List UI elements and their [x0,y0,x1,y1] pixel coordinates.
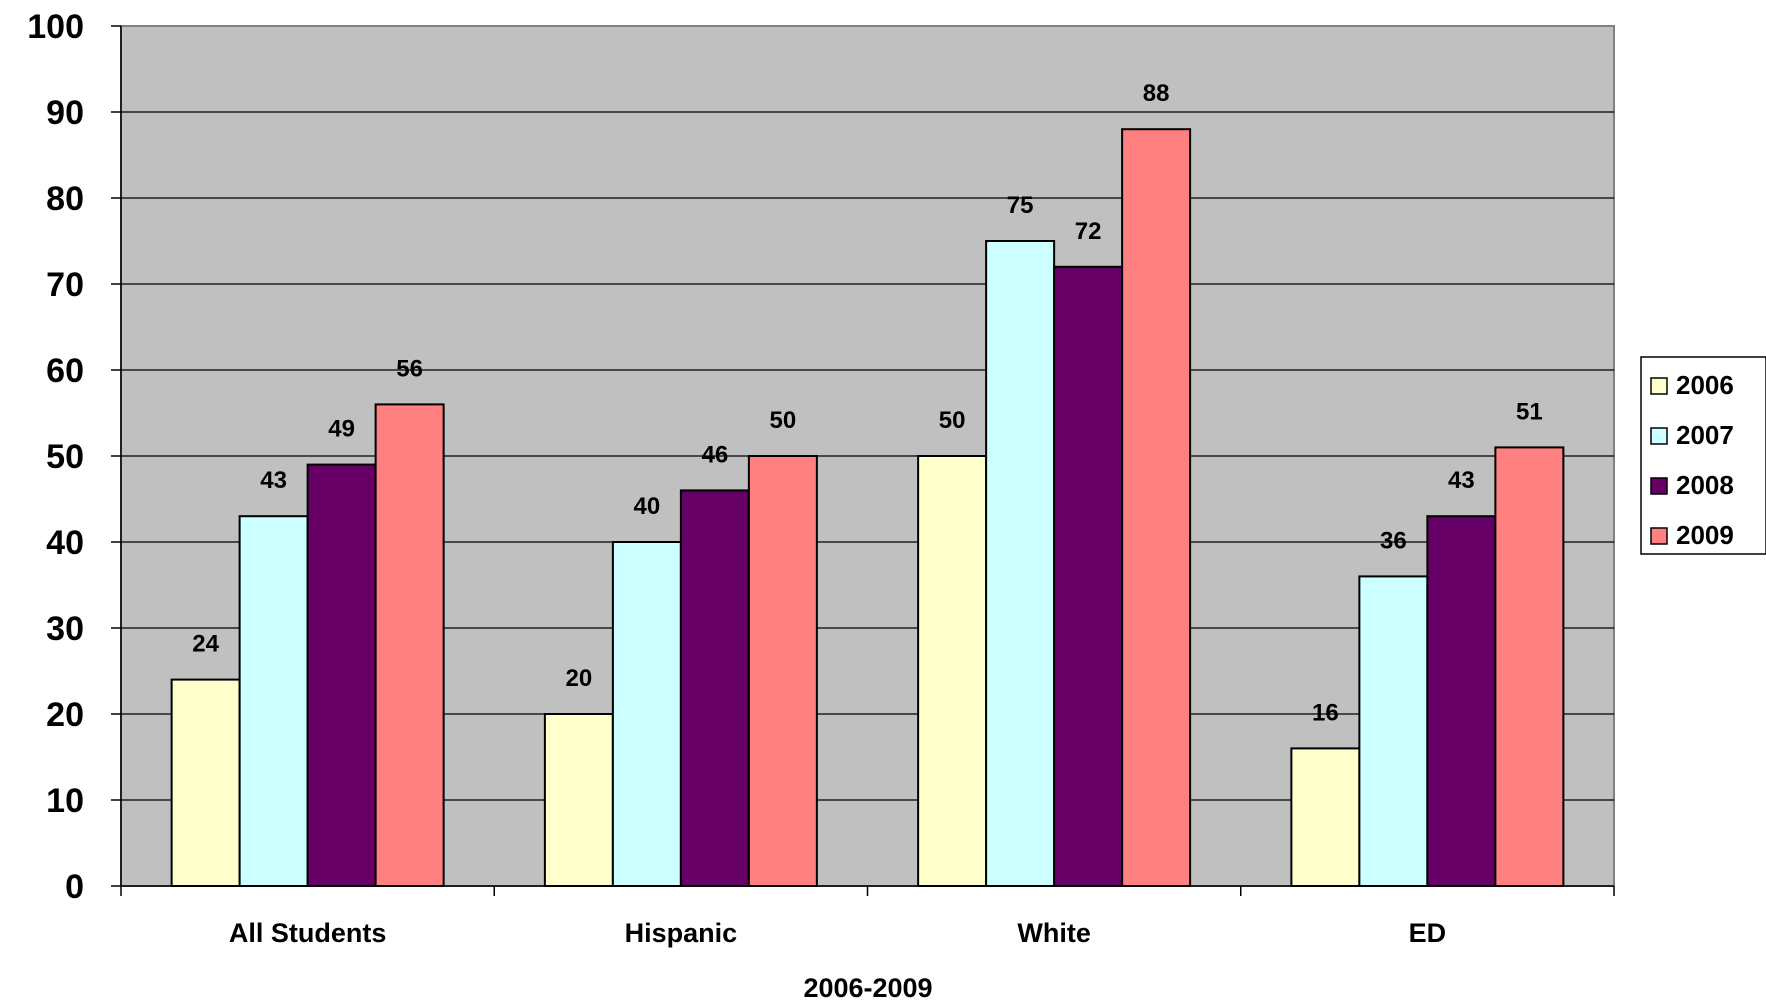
y-tick-label: 70 [46,266,84,304]
data-label: 50 [939,407,966,434]
bar [238,515,309,887]
axes: 0 10 20 30 40 50 60 70 80 90 100 All Students Hispan… [27,8,1615,948]
y-tick-label: 60 [46,352,84,390]
bar [1121,128,1192,887]
y-tick-label: 80 [46,180,84,218]
bar [1053,265,1124,887]
y-tick-label: 10 [46,782,84,820]
bar [1290,747,1361,888]
y-tick-label: 30 [46,610,84,648]
bar [917,455,988,887]
y-tick-label: 20 [46,696,84,734]
data-label: 72 [1075,218,1102,245]
legend-swatch [1650,477,1668,495]
legend-label: 2006 [1676,370,1734,400]
data-label: 75 [1007,192,1034,219]
data-label: 24 [192,631,219,658]
legend-swatch [1650,527,1668,545]
data-label: 50 [770,407,797,434]
legend-swatch [1650,427,1668,445]
y-tick-label: 100 [27,8,84,46]
legend-label: 2009 [1676,520,1734,550]
x-tick-label: White [1017,918,1091,948]
bars [170,128,1565,888]
legend-label: 2008 [1676,470,1734,500]
y-tick-label: 50 [46,438,84,476]
data-label: 43 [1448,467,1475,494]
bar [611,541,682,887]
data-label: 49 [328,416,355,443]
data-label: 36 [1380,527,1407,554]
bar [985,240,1056,887]
bar [543,713,614,887]
data-label: 88 [1143,80,1170,107]
bar [679,489,750,887]
data-label: 43 [260,467,287,494]
bar [306,463,377,887]
y-tick-label: 0 [65,868,84,906]
data-label: 40 [634,493,661,520]
x-tick-label: Hispanic [625,918,738,948]
bar [1358,575,1429,888]
data-label: 46 [702,441,729,468]
bar [747,455,818,887]
bar [1494,446,1565,887]
legend-swatch [1650,377,1668,395]
data-label: 20 [566,665,593,692]
y-tick-label: 40 [46,524,84,562]
y-tick-label: 90 [46,94,84,132]
data-label: 56 [396,355,423,382]
legend: 2006 2007 2008 2009 [1640,356,1766,555]
bar [1426,515,1497,887]
bar [374,403,445,887]
legend-label: 2007 [1676,420,1734,450]
x-axis-title: 2006-2009 [803,973,932,1003]
x-tick-label: ED [1409,918,1447,948]
data-label: 51 [1516,398,1543,425]
bar [170,678,241,887]
data-labels: 24 43 49 56 20 40 46 50 50 75 72 88 16 36 43 51 [192,80,1542,726]
x-tick-label: All Students [229,918,387,948]
data-label: 16 [1312,699,1339,726]
